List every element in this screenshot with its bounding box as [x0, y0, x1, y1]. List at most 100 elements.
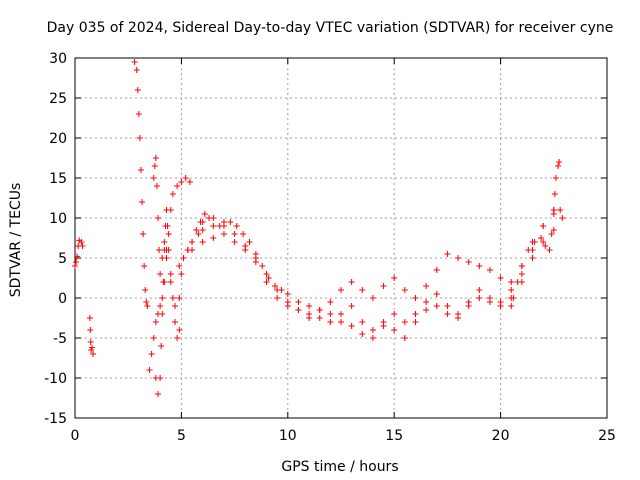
data-point: [148, 351, 155, 357]
data-point: [180, 255, 187, 261]
data-point: [252, 255, 259, 261]
x-tick-label: 5: [177, 428, 186, 444]
data-point: [548, 231, 555, 237]
data-point: [153, 183, 160, 189]
data-point: [137, 167, 144, 173]
plot-frame: [74, 57, 608, 419]
data-point: [263, 279, 270, 285]
data-point: [497, 299, 504, 305]
data-point: [144, 303, 151, 309]
data-point: [391, 275, 398, 281]
data-point: [433, 267, 440, 273]
chart-title: Day 035 of 2024, Sidereal Day-to-day VTE…: [47, 20, 614, 36]
data-point: [172, 303, 179, 309]
data-point: [359, 331, 366, 337]
data-point: [295, 307, 302, 313]
data-point: [529, 255, 536, 261]
data-point: [246, 239, 253, 245]
data-point: [369, 335, 376, 341]
data-point: [263, 271, 270, 277]
y-tick-label: 15: [49, 171, 67, 187]
data-point: [172, 319, 179, 325]
data-point: [89, 344, 96, 351]
data-point: [133, 67, 140, 73]
data-point: [158, 343, 165, 349]
data-point: [154, 215, 161, 221]
data-point: [210, 235, 217, 241]
data-point: [327, 311, 334, 317]
data-point: [348, 279, 355, 285]
y-tick-label: 30: [49, 51, 67, 67]
data-point: [90, 351, 97, 357]
data-point: [274, 287, 281, 293]
data-point: [465, 303, 472, 309]
data-point: [401, 319, 408, 325]
data-point: [508, 287, 515, 293]
data-point: [210, 223, 217, 229]
data-point: [327, 299, 334, 305]
x-axis: 0 5 10 15 20 25: [71, 58, 616, 444]
series-trace-4: [146, 175, 193, 373]
data-point: [538, 235, 545, 241]
data-point: [233, 223, 240, 229]
data-point: [508, 279, 515, 285]
data-point: [550, 207, 557, 213]
data-point: [476, 295, 483, 301]
data-point: [189, 247, 196, 253]
data-point: [160, 279, 167, 285]
data-point: [134, 87, 141, 93]
data-point: [199, 227, 206, 233]
data-point: [87, 327, 94, 333]
data-point: [169, 191, 176, 197]
data-point: [369, 295, 376, 301]
y-axis-label: SDTVAR / TECUs: [8, 183, 24, 298]
y-tick-label: 5: [58, 251, 67, 267]
data-point: [508, 303, 515, 309]
data-point: [272, 283, 279, 289]
data-point: [444, 251, 451, 257]
y-tick-label: 20: [49, 131, 67, 147]
data-point: [159, 311, 166, 317]
series-trace-1: [72, 237, 86, 269]
data-point: [369, 327, 376, 333]
data-point: [552, 175, 559, 181]
data-point: [348, 303, 355, 309]
data-points: [72, 59, 566, 397]
data-point: [186, 179, 193, 185]
data-point: [531, 239, 538, 245]
data-point: [274, 295, 281, 301]
data-point: [182, 175, 189, 181]
data-point: [348, 323, 355, 329]
series-trace-7: [176, 207, 566, 313]
data-point: [167, 271, 174, 277]
data-point: [391, 327, 398, 333]
data-point: [72, 263, 78, 269]
data-point: [486, 267, 493, 273]
data-point: [550, 227, 557, 233]
data-point: [433, 303, 440, 309]
data-point: [231, 239, 238, 245]
y-axis: -15 -10 -5 0 5 10 15 20 25 30: [44, 51, 607, 427]
data-point: [231, 231, 238, 237]
y-tick-label: 25: [49, 91, 67, 107]
data-point: [156, 247, 163, 253]
data-point: [189, 239, 196, 245]
data-point: [465, 259, 472, 265]
data-point: [86, 315, 93, 321]
data-point: [157, 271, 164, 277]
data-point: [165, 231, 172, 237]
data-point: [220, 223, 227, 229]
data-point: [131, 59, 138, 65]
data-point: [259, 263, 266, 269]
x-tick-label: 25: [598, 428, 616, 444]
y-tick-label: 0: [58, 291, 67, 307]
series-trace-10: [508, 159, 563, 309]
data-point: [391, 311, 398, 317]
data-point: [433, 291, 440, 297]
data-point: [380, 323, 387, 329]
data-point: [401, 335, 408, 341]
data-point: [201, 211, 208, 217]
data-point: [444, 303, 451, 309]
data-point: [154, 391, 161, 397]
data-point: [136, 135, 143, 141]
